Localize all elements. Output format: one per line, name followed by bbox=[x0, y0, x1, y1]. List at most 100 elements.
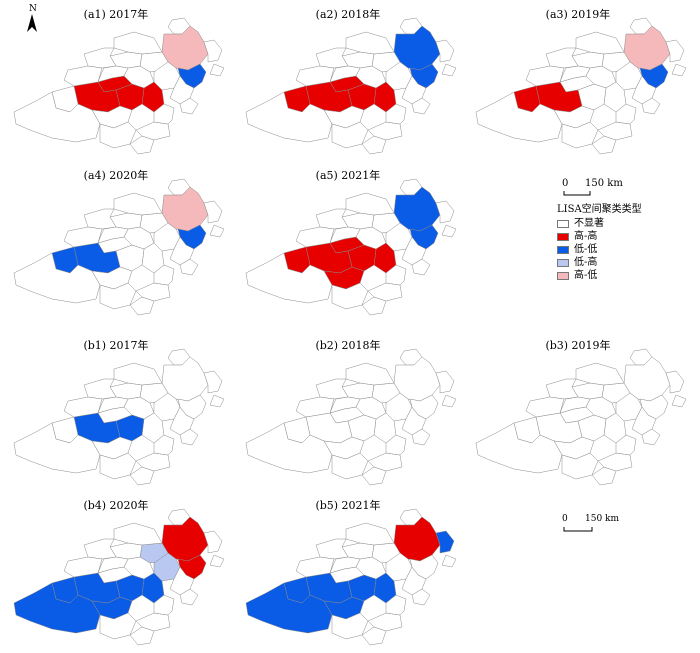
panel-title: (b3) 2019年 bbox=[545, 339, 611, 352]
region-yc bbox=[179, 588, 199, 606]
region-jn bbox=[97, 65, 129, 83]
region-zm bbox=[99, 121, 137, 149]
region-jn bbox=[559, 396, 591, 414]
region-xy bbox=[441, 63, 457, 77]
region-dz bbox=[315, 208, 349, 230]
legend-label: 不显著 bbox=[574, 218, 604, 229]
region-yc bbox=[411, 258, 431, 276]
legend-label: 低-高 bbox=[574, 257, 598, 268]
region-zm bbox=[99, 612, 137, 640]
region-nd bbox=[13, 252, 101, 304]
region-bz bbox=[345, 31, 395, 55]
region-zm bbox=[331, 121, 369, 149]
legend-swatch bbox=[557, 245, 569, 254]
choropleth-map bbox=[245, 178, 457, 316]
panel-title: (a5) 2021年 bbox=[315, 169, 381, 182]
region-jn bbox=[329, 396, 361, 414]
region-jn bbox=[329, 556, 361, 574]
region-xy bbox=[209, 63, 225, 77]
region-xy bbox=[209, 394, 225, 408]
region-qd bbox=[665, 370, 685, 394]
region-yc bbox=[179, 428, 199, 446]
region-zm bbox=[331, 282, 369, 310]
choropleth-map bbox=[13, 508, 225, 646]
map-panel-a5: (a5) 2021年 bbox=[236, 163, 460, 323]
region-xc bbox=[129, 296, 155, 316]
region-nd bbox=[475, 91, 563, 143]
region-dz bbox=[83, 47, 117, 69]
map-panel-b2: (b2) 2018年 bbox=[236, 333, 460, 493]
region-zm bbox=[99, 452, 137, 480]
legend-label: 高-低 bbox=[574, 270, 598, 281]
region-lb bbox=[385, 434, 407, 456]
region-bz bbox=[113, 31, 163, 55]
choropleth-map bbox=[13, 17, 225, 155]
region-dz bbox=[545, 47, 579, 69]
region-qd bbox=[203, 200, 223, 224]
legend-label: 高-高 bbox=[574, 231, 598, 242]
legend-label: 低-低 bbox=[574, 244, 598, 255]
region-xy bbox=[671, 63, 687, 77]
region-lb bbox=[385, 103, 407, 125]
region-lb bbox=[153, 594, 175, 616]
legend-swatch bbox=[557, 219, 569, 228]
region-lb bbox=[615, 103, 637, 125]
choropleth-map bbox=[475, 17, 687, 155]
legend-title: LISA空间聚类类型 bbox=[557, 204, 642, 215]
legend-item-ns: 不显著 bbox=[557, 217, 677, 230]
region-xy bbox=[209, 224, 225, 238]
region-bz bbox=[345, 192, 395, 216]
region-bz bbox=[113, 522, 163, 546]
region-lb bbox=[385, 594, 407, 616]
region-qd bbox=[435, 370, 455, 394]
legend-item-hl: 高-低 bbox=[557, 269, 677, 282]
panel-title: (a1) 2017年 bbox=[83, 8, 149, 21]
region-jn bbox=[329, 65, 361, 83]
region-dz bbox=[83, 378, 117, 400]
region-dz bbox=[545, 378, 579, 400]
region-xc bbox=[361, 466, 387, 486]
region-xc bbox=[591, 466, 617, 486]
region-xc bbox=[591, 135, 617, 155]
region-xy bbox=[441, 224, 457, 238]
north-label: N bbox=[29, 4, 37, 14]
region-xc bbox=[129, 626, 155, 646]
region-xc bbox=[129, 135, 155, 155]
region-xc bbox=[361, 626, 387, 646]
scalebar-top: 0 150 km bbox=[557, 178, 677, 200]
region-qd bbox=[203, 370, 223, 394]
region-yc bbox=[411, 97, 431, 115]
region-yc bbox=[179, 258, 199, 276]
region-lb bbox=[153, 434, 175, 456]
choropleth-map bbox=[13, 348, 225, 486]
region-dz bbox=[315, 538, 349, 560]
region-jn bbox=[97, 226, 129, 244]
region-nd bbox=[245, 582, 333, 634]
map-panel-b5: (b5) 2021年 bbox=[236, 493, 460, 653]
map-panel-b1: (b1) 2017年 bbox=[4, 333, 228, 493]
region-xy bbox=[441, 394, 457, 408]
scalebar-bottom-zero: 0 bbox=[562, 514, 568, 524]
region-qd bbox=[203, 39, 223, 63]
choropleth-map bbox=[13, 178, 225, 316]
region-lb bbox=[615, 434, 637, 456]
region-xc bbox=[361, 135, 387, 155]
choropleth-map bbox=[245, 508, 457, 646]
region-qd bbox=[435, 39, 455, 63]
choropleth-map bbox=[475, 348, 687, 486]
north-arrow-icon bbox=[22, 6, 42, 36]
region-zm bbox=[331, 612, 369, 640]
region-lb bbox=[385, 264, 407, 286]
region-zm bbox=[99, 282, 137, 310]
region-nd bbox=[245, 91, 333, 143]
map-panel-b4: (b4) 2020年 bbox=[4, 493, 228, 653]
panel-title: (b4) 2020年 bbox=[83, 499, 149, 512]
region-bz bbox=[345, 362, 395, 386]
region-xy bbox=[671, 394, 687, 408]
legend-swatch bbox=[557, 232, 569, 241]
choropleth-map bbox=[245, 17, 457, 155]
region-yc bbox=[411, 588, 431, 606]
region-qd bbox=[435, 200, 455, 224]
region-qd bbox=[435, 530, 455, 554]
map-panel-a1: (a1) 2017年 bbox=[4, 2, 228, 162]
